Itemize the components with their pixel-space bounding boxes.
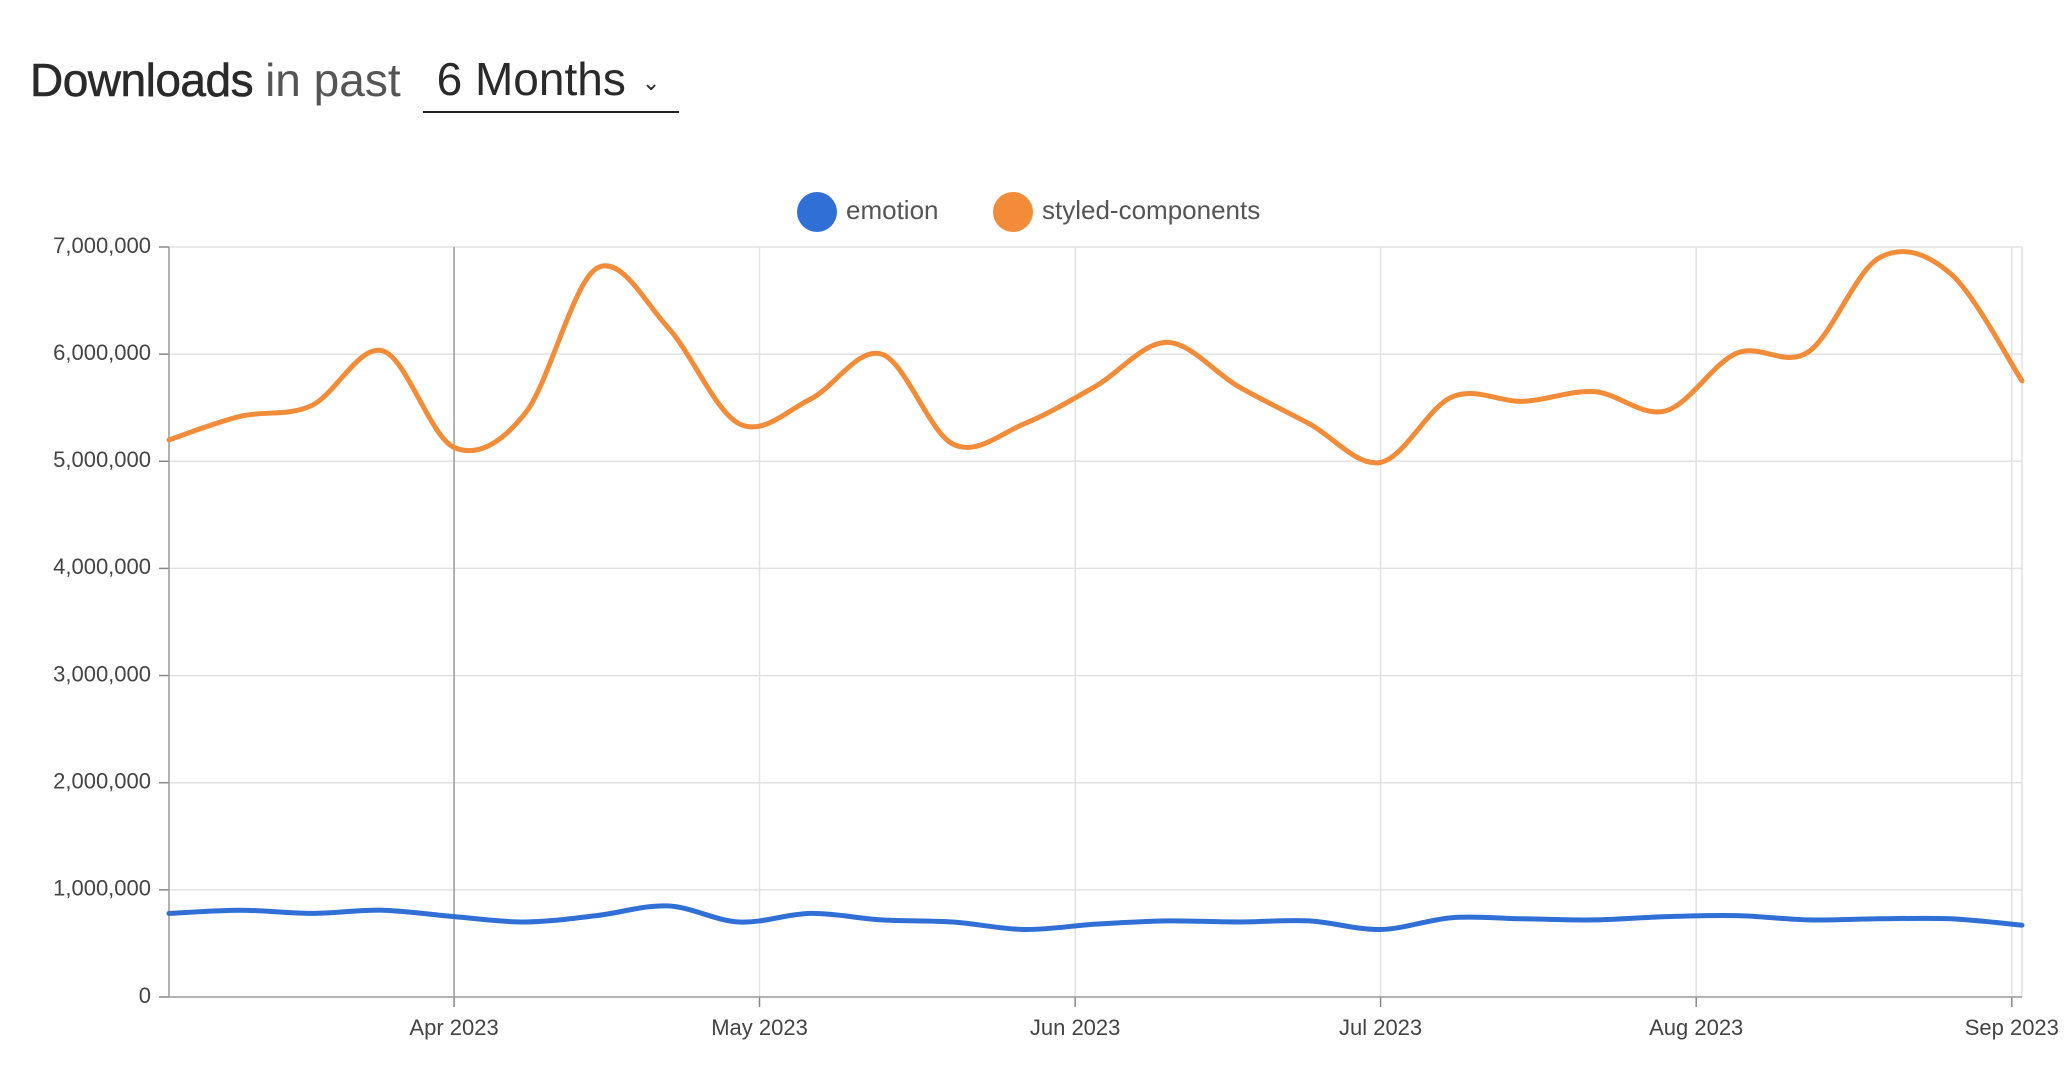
series-line-styled-components[interactable]: [166, 249, 2025, 466]
grid-layer: [169, 246, 2023, 997]
chevron-down-icon: ⌄: [641, 70, 661, 95]
legend-label-emotion[interactable]: emotion: [846, 195, 939, 225]
axis-layer: 0 1,000,000 2,000,000 3,000,000 4,000,000 5,0…: [53, 233, 2059, 1040]
x-tick-label: Aug 2023: [1649, 1015, 1743, 1040]
header-title-strong: Downloads: [30, 54, 254, 107]
series-layer: [166, 249, 2025, 933]
y-tick-label: 0: [139, 983, 151, 1008]
x-tick-label: Jul 2023: [1339, 1015, 1422, 1040]
legend-swatch-emotion[interactable]: [797, 192, 837, 232]
x-tick-label: May 2023: [711, 1015, 808, 1040]
x-tick-label: Apr 2023: [409, 1015, 498, 1040]
y-tick-label: 7,000,000: [53, 233, 151, 258]
x-tick-label: Sep 2023: [1965, 1015, 2059, 1040]
legend-swatch-styled-components[interactable]: [993, 192, 1033, 232]
y-tick-label: 5,000,000: [53, 447, 151, 472]
period-select-value: 6 Months: [436, 53, 626, 105]
legend: emotion styled-components: [797, 192, 1260, 232]
y-tick-label: 3,000,000: [53, 661, 151, 686]
y-tick-label: 1,000,000: [53, 876, 151, 901]
y-tick-label: 2,000,000: [53, 769, 151, 794]
series-line-emotion[interactable]: [166, 903, 2025, 933]
legend-label-styled-components[interactable]: styled-components: [1042, 195, 1260, 225]
y-tick-label: 4,000,000: [53, 554, 151, 579]
y-tick-label: 6,000,000: [53, 340, 151, 365]
header-title-light: in past: [265, 54, 401, 106]
x-tick-label: Jun 2023: [1030, 1015, 1121, 1040]
downloads-header: Downloads in past 6 Months ⌄: [30, 40, 679, 120]
period-select[interactable]: 6 Months ⌄: [422, 47, 679, 113]
